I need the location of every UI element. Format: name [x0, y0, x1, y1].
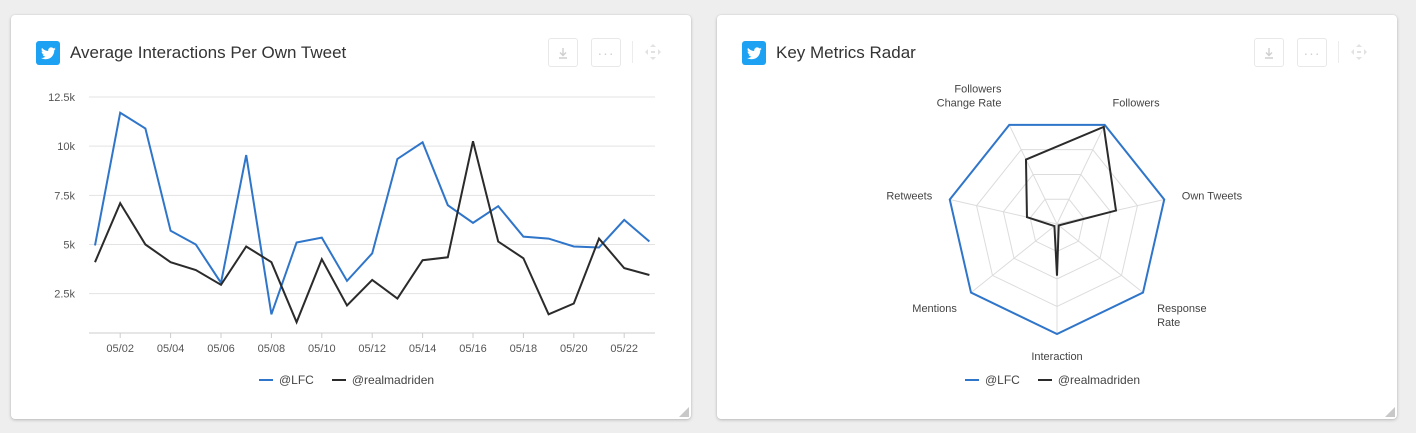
resize-handle[interactable]: [1385, 407, 1395, 417]
legend-label: @LFC: [985, 373, 1020, 387]
x-tick-label: 05/16: [459, 343, 487, 355]
radar-axis-label: Response: [1157, 303, 1207, 315]
radar-axis-label: Change Rate: [937, 98, 1002, 110]
series-line-lfc: [94, 111, 651, 315]
download-icon: [559, 47, 567, 59]
radar-axis-label: Mentions: [912, 303, 957, 315]
line-chart-card: Average Interactions Per Own Tweet ··· 2…: [11, 15, 691, 419]
x-tick-label: 05/12: [358, 343, 386, 355]
legend-swatch: [259, 379, 273, 381]
x-tick-label: 05/10: [308, 343, 336, 355]
y-tick-label: 7.5k: [54, 190, 75, 202]
move-icon[interactable]: [1349, 42, 1369, 62]
legend-item-lfc[interactable]: @LFC: [259, 373, 314, 387]
line-chart: 2.5k 5k 7.5k 10k 12.5k 05/02 05/04 05/06 05/08 05…: [48, 92, 655, 355]
radar-grid-ring: [1002, 173, 1112, 280]
x-tick-label: 05/20: [560, 343, 588, 355]
radar-spoke: [949, 199, 1058, 225]
legend-label: @realmadriden: [351, 373, 435, 387]
x-tick-label: 05/18: [510, 343, 538, 355]
x-tick-label: 05/06: [207, 343, 235, 355]
chart-legend: @LFC @realmadriden: [259, 373, 452, 387]
legend-swatch: [1037, 379, 1052, 381]
radar-chart: Followers Own Tweets Response Rate Interacti…: [886, 84, 1243, 363]
x-tick-label: 05/04: [157, 343, 185, 355]
download-button[interactable]: [548, 38, 578, 67]
series-line-realmadrid: [94, 141, 650, 325]
twitter-icon: [36, 41, 60, 65]
x-tick-label: 05/14: [409, 343, 437, 355]
card-title: Key Metrics Radar: [776, 43, 916, 62]
chart-legend: @LFC @realmadriden: [965, 373, 1158, 387]
card-header: Average Interactions Per Own Tweet: [36, 41, 346, 65]
radar-axis-label: Followers: [954, 84, 1002, 96]
x-tick-label: 05/22: [610, 343, 638, 355]
radar-grid-ring: [1029, 198, 1085, 253]
radar-spoke: [1056, 223, 1144, 293]
legend-label: @LFC: [279, 373, 314, 387]
radar-spoke: [1008, 124, 1058, 225]
y-tick-label: 12.5k: [48, 92, 75, 104]
radar-axis-label: Followers: [1113, 98, 1161, 110]
twitter-icon: [742, 41, 766, 65]
y-tick-label: 10k: [57, 141, 75, 153]
card-title: Average Interactions Per Own Tweet: [70, 43, 347, 62]
legend-swatch: [965, 379, 979, 381]
legend-swatch: [331, 379, 346, 381]
x-tick-label: 05/02: [106, 343, 134, 355]
radar-axis-label: Interaction: [1031, 351, 1082, 363]
toolbar-divider: [632, 41, 633, 63]
card-header: Key Metrics Radar: [742, 41, 916, 65]
more-button[interactable]: ···: [1297, 38, 1327, 67]
radar-chart-card: Key Metrics Radar ··· Followers Own Tweet…: [717, 15, 1397, 419]
more-button[interactable]: ···: [591, 38, 621, 67]
toolbar-divider: [1338, 41, 1339, 63]
more-icon: ···: [597, 44, 615, 61]
legend-item-realmadrid[interactable]: @realmadriden: [1037, 373, 1141, 387]
radar-axis-label: Rate: [1157, 317, 1180, 329]
radar-axis-label: Retweets: [886, 191, 932, 203]
resize-handle[interactable]: [679, 407, 689, 417]
move-icon[interactable]: [643, 42, 663, 62]
y-tick-label: 2.5k: [54, 289, 75, 301]
x-tick-label: 05/08: [258, 343, 286, 355]
radar-grid-ring: [976, 149, 1138, 308]
legend-item-lfc[interactable]: @LFC: [965, 373, 1020, 387]
download-button[interactable]: [1254, 38, 1284, 67]
radar-series-realmadrid: [1024, 125, 1118, 276]
download-icon: [1265, 47, 1273, 59]
radar-series-lfc: [948, 123, 1166, 336]
legend-label: @realmadriden: [1057, 373, 1141, 387]
more-icon: ···: [1303, 44, 1321, 61]
radar-spoke: [970, 223, 1058, 293]
radar-axis-label: Own Tweets: [1182, 191, 1243, 203]
y-tick-label: 5k: [63, 240, 75, 252]
radar-spoke: [1056, 124, 1106, 225]
legend-item-realmadrid[interactable]: @realmadriden: [331, 373, 435, 387]
